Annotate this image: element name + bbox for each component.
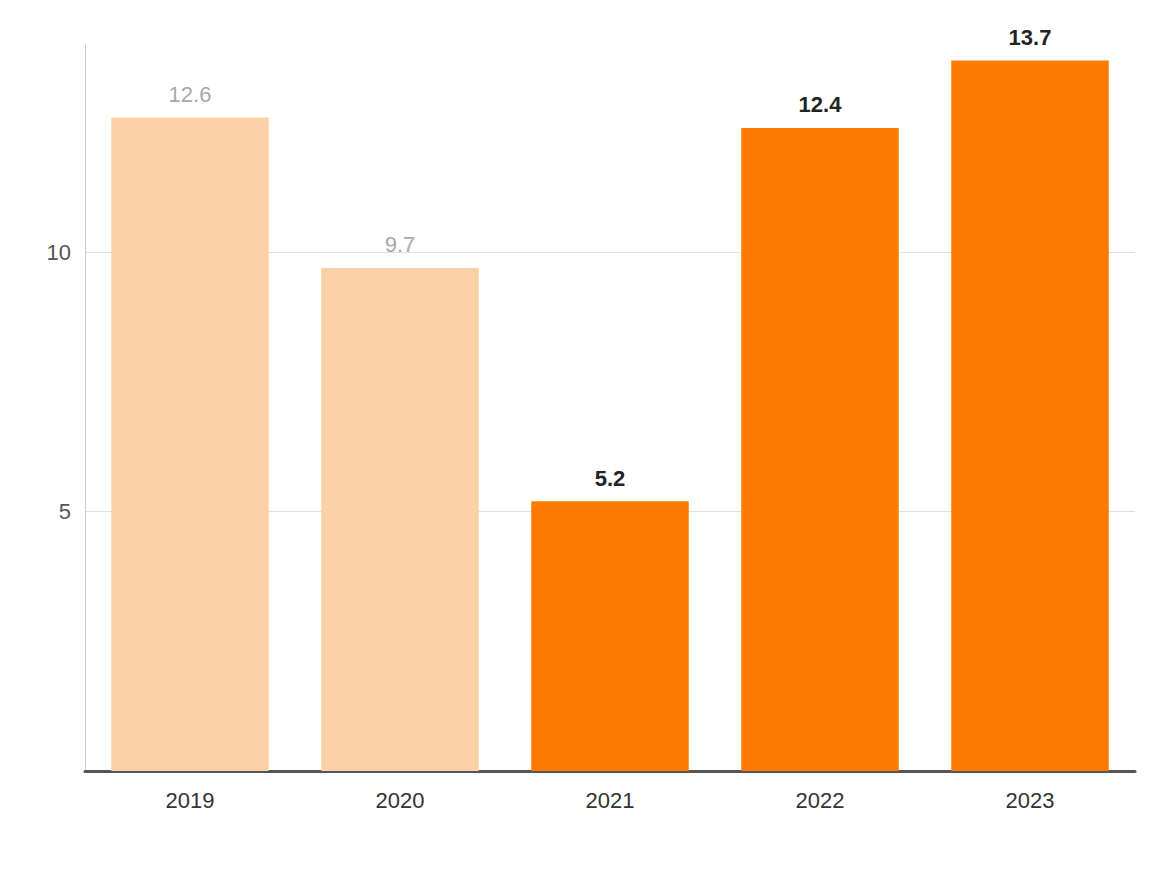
svg-text:13.7: 13.7 — [1009, 25, 1052, 50]
svg-text:2023: 2023 — [1006, 788, 1055, 813]
svg-text:5: 5 — [59, 499, 71, 524]
svg-text:2022: 2022 — [796, 788, 845, 813]
svg-text:9.7: 9.7 — [385, 232, 416, 257]
svg-text:12.6: 12.6 — [169, 82, 212, 107]
svg-text:10: 10 — [47, 240, 71, 265]
svg-text:5.2: 5.2 — [595, 466, 626, 491]
svg-text:2021: 2021 — [586, 788, 635, 813]
svg-text:2020: 2020 — [376, 788, 425, 813]
svg-text:12.4: 12.4 — [799, 92, 843, 117]
svg-text:2019: 2019 — [166, 788, 215, 813]
